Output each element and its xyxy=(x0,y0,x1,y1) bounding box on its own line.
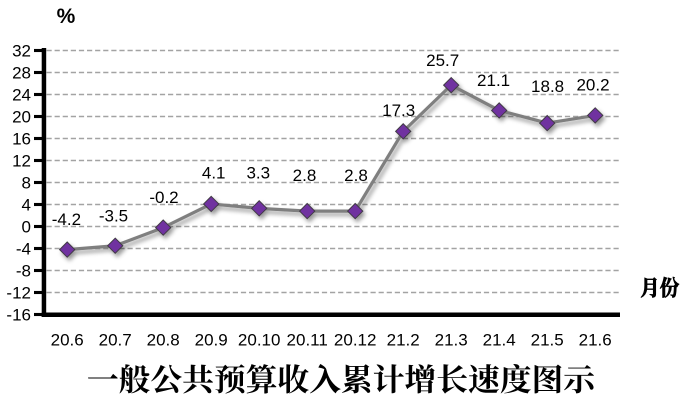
svg-text:-8: -8 xyxy=(16,262,31,281)
svg-text:28: 28 xyxy=(12,64,31,83)
svg-text:21.4: 21.4 xyxy=(483,331,516,350)
svg-text:21.1: 21.1 xyxy=(477,71,510,90)
svg-text:-4.2: -4.2 xyxy=(52,210,81,229)
svg-text:16: 16 xyxy=(12,130,31,149)
svg-text:20.9: 20.9 xyxy=(195,331,228,350)
svg-text:20.12: 20.12 xyxy=(334,331,377,350)
svg-text:8: 8 xyxy=(22,174,31,193)
svg-text:20.8: 20.8 xyxy=(147,331,180,350)
svg-text:32: 32 xyxy=(12,42,31,61)
svg-text:20: 20 xyxy=(12,108,31,127)
svg-text:4.1: 4.1 xyxy=(202,163,226,182)
svg-text:21.6: 21.6 xyxy=(579,331,612,350)
svg-text:20.2: 20.2 xyxy=(576,76,609,95)
svg-text:20.10: 20.10 xyxy=(238,331,281,350)
svg-text:-16: -16 xyxy=(6,306,31,325)
svg-text:25.7: 25.7 xyxy=(426,51,459,70)
svg-text:-4: -4 xyxy=(16,240,31,259)
svg-text:12: 12 xyxy=(12,152,31,171)
svg-text:4: 4 xyxy=(22,196,31,215)
svg-text:17.3: 17.3 xyxy=(382,101,415,120)
svg-text:2.8: 2.8 xyxy=(293,166,317,185)
svg-text:3.3: 3.3 xyxy=(246,163,270,182)
svg-text:-3.5: -3.5 xyxy=(99,206,128,225)
svg-text:24: 24 xyxy=(12,86,31,105)
svg-text:18.8: 18.8 xyxy=(531,77,564,96)
svg-text:21.5: 21.5 xyxy=(531,331,564,350)
svg-text:20.7: 20.7 xyxy=(99,331,132,350)
svg-text:-12: -12 xyxy=(6,284,31,303)
svg-text:21.3: 21.3 xyxy=(435,331,468,350)
svg-text:-0.2: -0.2 xyxy=(149,188,178,207)
svg-text:20.6: 20.6 xyxy=(51,331,84,350)
svg-text:2.8: 2.8 xyxy=(344,166,368,185)
svg-text:21.2: 21.2 xyxy=(387,331,420,350)
svg-text:%: % xyxy=(57,5,76,28)
svg-text:20.11: 20.11 xyxy=(287,331,328,350)
svg-text:0: 0 xyxy=(22,218,31,237)
